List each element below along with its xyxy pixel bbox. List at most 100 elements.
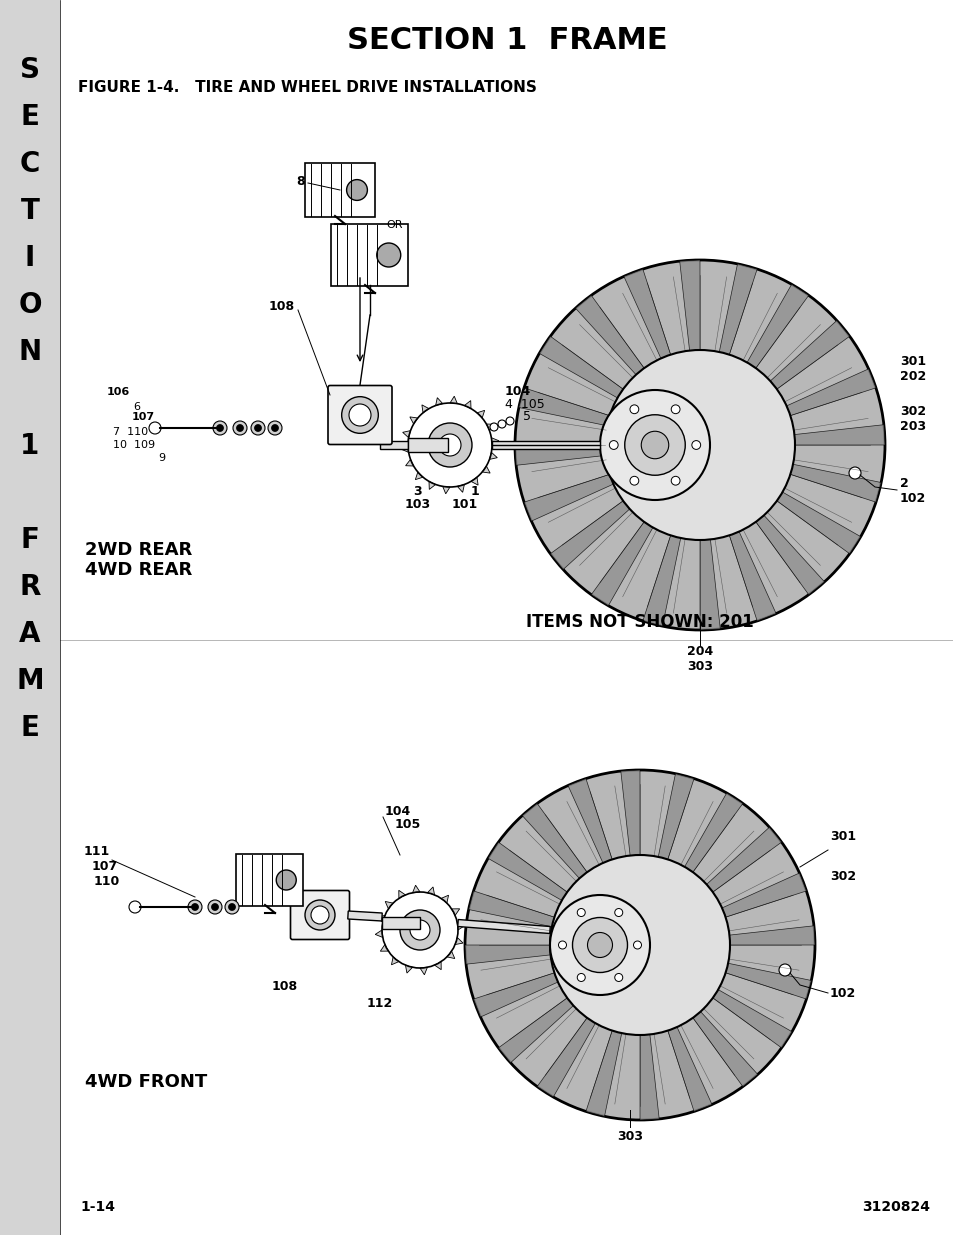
Circle shape [629,405,639,414]
Circle shape [251,421,265,435]
Polygon shape [402,431,410,437]
Polygon shape [567,778,612,863]
Polygon shape [639,1035,659,1120]
Text: 106: 106 [107,387,130,396]
Circle shape [268,421,282,435]
Text: 4WD FRONT: 4WD FRONT [85,1073,207,1091]
Circle shape [212,904,218,910]
Circle shape [779,965,790,976]
Text: SECTION 1  FRAME: SECTION 1 FRAME [346,26,666,54]
Polygon shape [521,804,586,878]
Circle shape [311,906,329,924]
Circle shape [624,415,684,475]
Text: 9: 9 [157,453,165,463]
Text: OR: OR [386,220,403,230]
Polygon shape [667,1028,711,1112]
Polygon shape [421,405,429,412]
Circle shape [587,932,612,957]
Text: 4  105: 4 105 [504,398,544,411]
Circle shape [550,855,729,1035]
Text: N: N [18,338,42,366]
Circle shape [428,424,472,467]
Text: 202: 202 [899,370,925,383]
Circle shape [505,417,514,425]
Polygon shape [719,264,757,354]
Polygon shape [486,424,494,431]
Text: S: S [20,56,40,84]
Polygon shape [518,388,609,426]
FancyBboxPatch shape [305,163,375,217]
Polygon shape [375,930,382,937]
Circle shape [254,425,261,431]
Circle shape [633,941,640,948]
Polygon shape [692,1011,757,1087]
Circle shape [604,350,794,540]
Polygon shape [679,261,700,351]
Circle shape [233,421,247,435]
Text: C: C [20,149,40,178]
Circle shape [188,900,202,914]
Circle shape [640,431,668,458]
Bar [0,0,60,1235]
Text: 3120824: 3120824 [862,1200,929,1214]
Text: 203: 203 [899,420,925,433]
Polygon shape [789,464,881,503]
Polygon shape [381,918,419,929]
FancyBboxPatch shape [236,853,303,906]
Polygon shape [538,336,622,398]
Polygon shape [436,398,442,405]
Text: 107: 107 [132,412,154,422]
Text: 8: 8 [296,175,305,188]
Text: 302: 302 [829,869,855,883]
Polygon shape [729,926,814,945]
Circle shape [192,904,198,910]
Text: 104: 104 [504,385,531,398]
Polygon shape [497,998,573,1063]
Polygon shape [398,890,405,898]
Text: 1-14: 1-14 [80,1200,115,1214]
Circle shape [464,769,814,1120]
Polygon shape [429,482,436,489]
Circle shape [497,420,505,429]
Polygon shape [515,445,605,466]
Circle shape [614,909,622,916]
Polygon shape [489,452,497,459]
Text: T: T [21,198,39,225]
Circle shape [599,390,709,500]
Polygon shape [455,937,462,945]
Polygon shape [391,957,398,965]
Polygon shape [746,284,808,368]
Text: 108: 108 [272,981,297,993]
Text: 302: 302 [899,405,925,417]
Polygon shape [405,965,412,973]
Polygon shape [492,441,599,450]
Text: 108: 108 [269,300,294,312]
Polygon shape [473,973,558,1016]
Text: 1: 1 [470,485,478,498]
Text: 112: 112 [367,997,393,1010]
Polygon shape [379,441,408,450]
Polygon shape [456,484,464,493]
Circle shape [213,421,227,435]
Polygon shape [348,911,382,921]
Text: 4WD REAR: 4WD REAR [85,561,193,579]
Circle shape [236,425,243,431]
Polygon shape [412,885,419,893]
Circle shape [515,261,884,630]
Circle shape [225,900,239,914]
Polygon shape [786,369,875,416]
Text: 101: 101 [452,498,477,511]
Circle shape [572,918,627,972]
Text: O: O [18,291,42,319]
Text: 104: 104 [385,805,411,818]
Circle shape [129,902,141,913]
Circle shape [691,441,700,450]
Circle shape [346,179,367,200]
Polygon shape [725,963,810,999]
Polygon shape [481,466,490,473]
Polygon shape [712,989,791,1047]
Polygon shape [450,396,456,404]
Text: 303: 303 [617,1130,642,1144]
Polygon shape [408,438,448,452]
Text: 2WD REAR: 2WD REAR [85,541,193,559]
